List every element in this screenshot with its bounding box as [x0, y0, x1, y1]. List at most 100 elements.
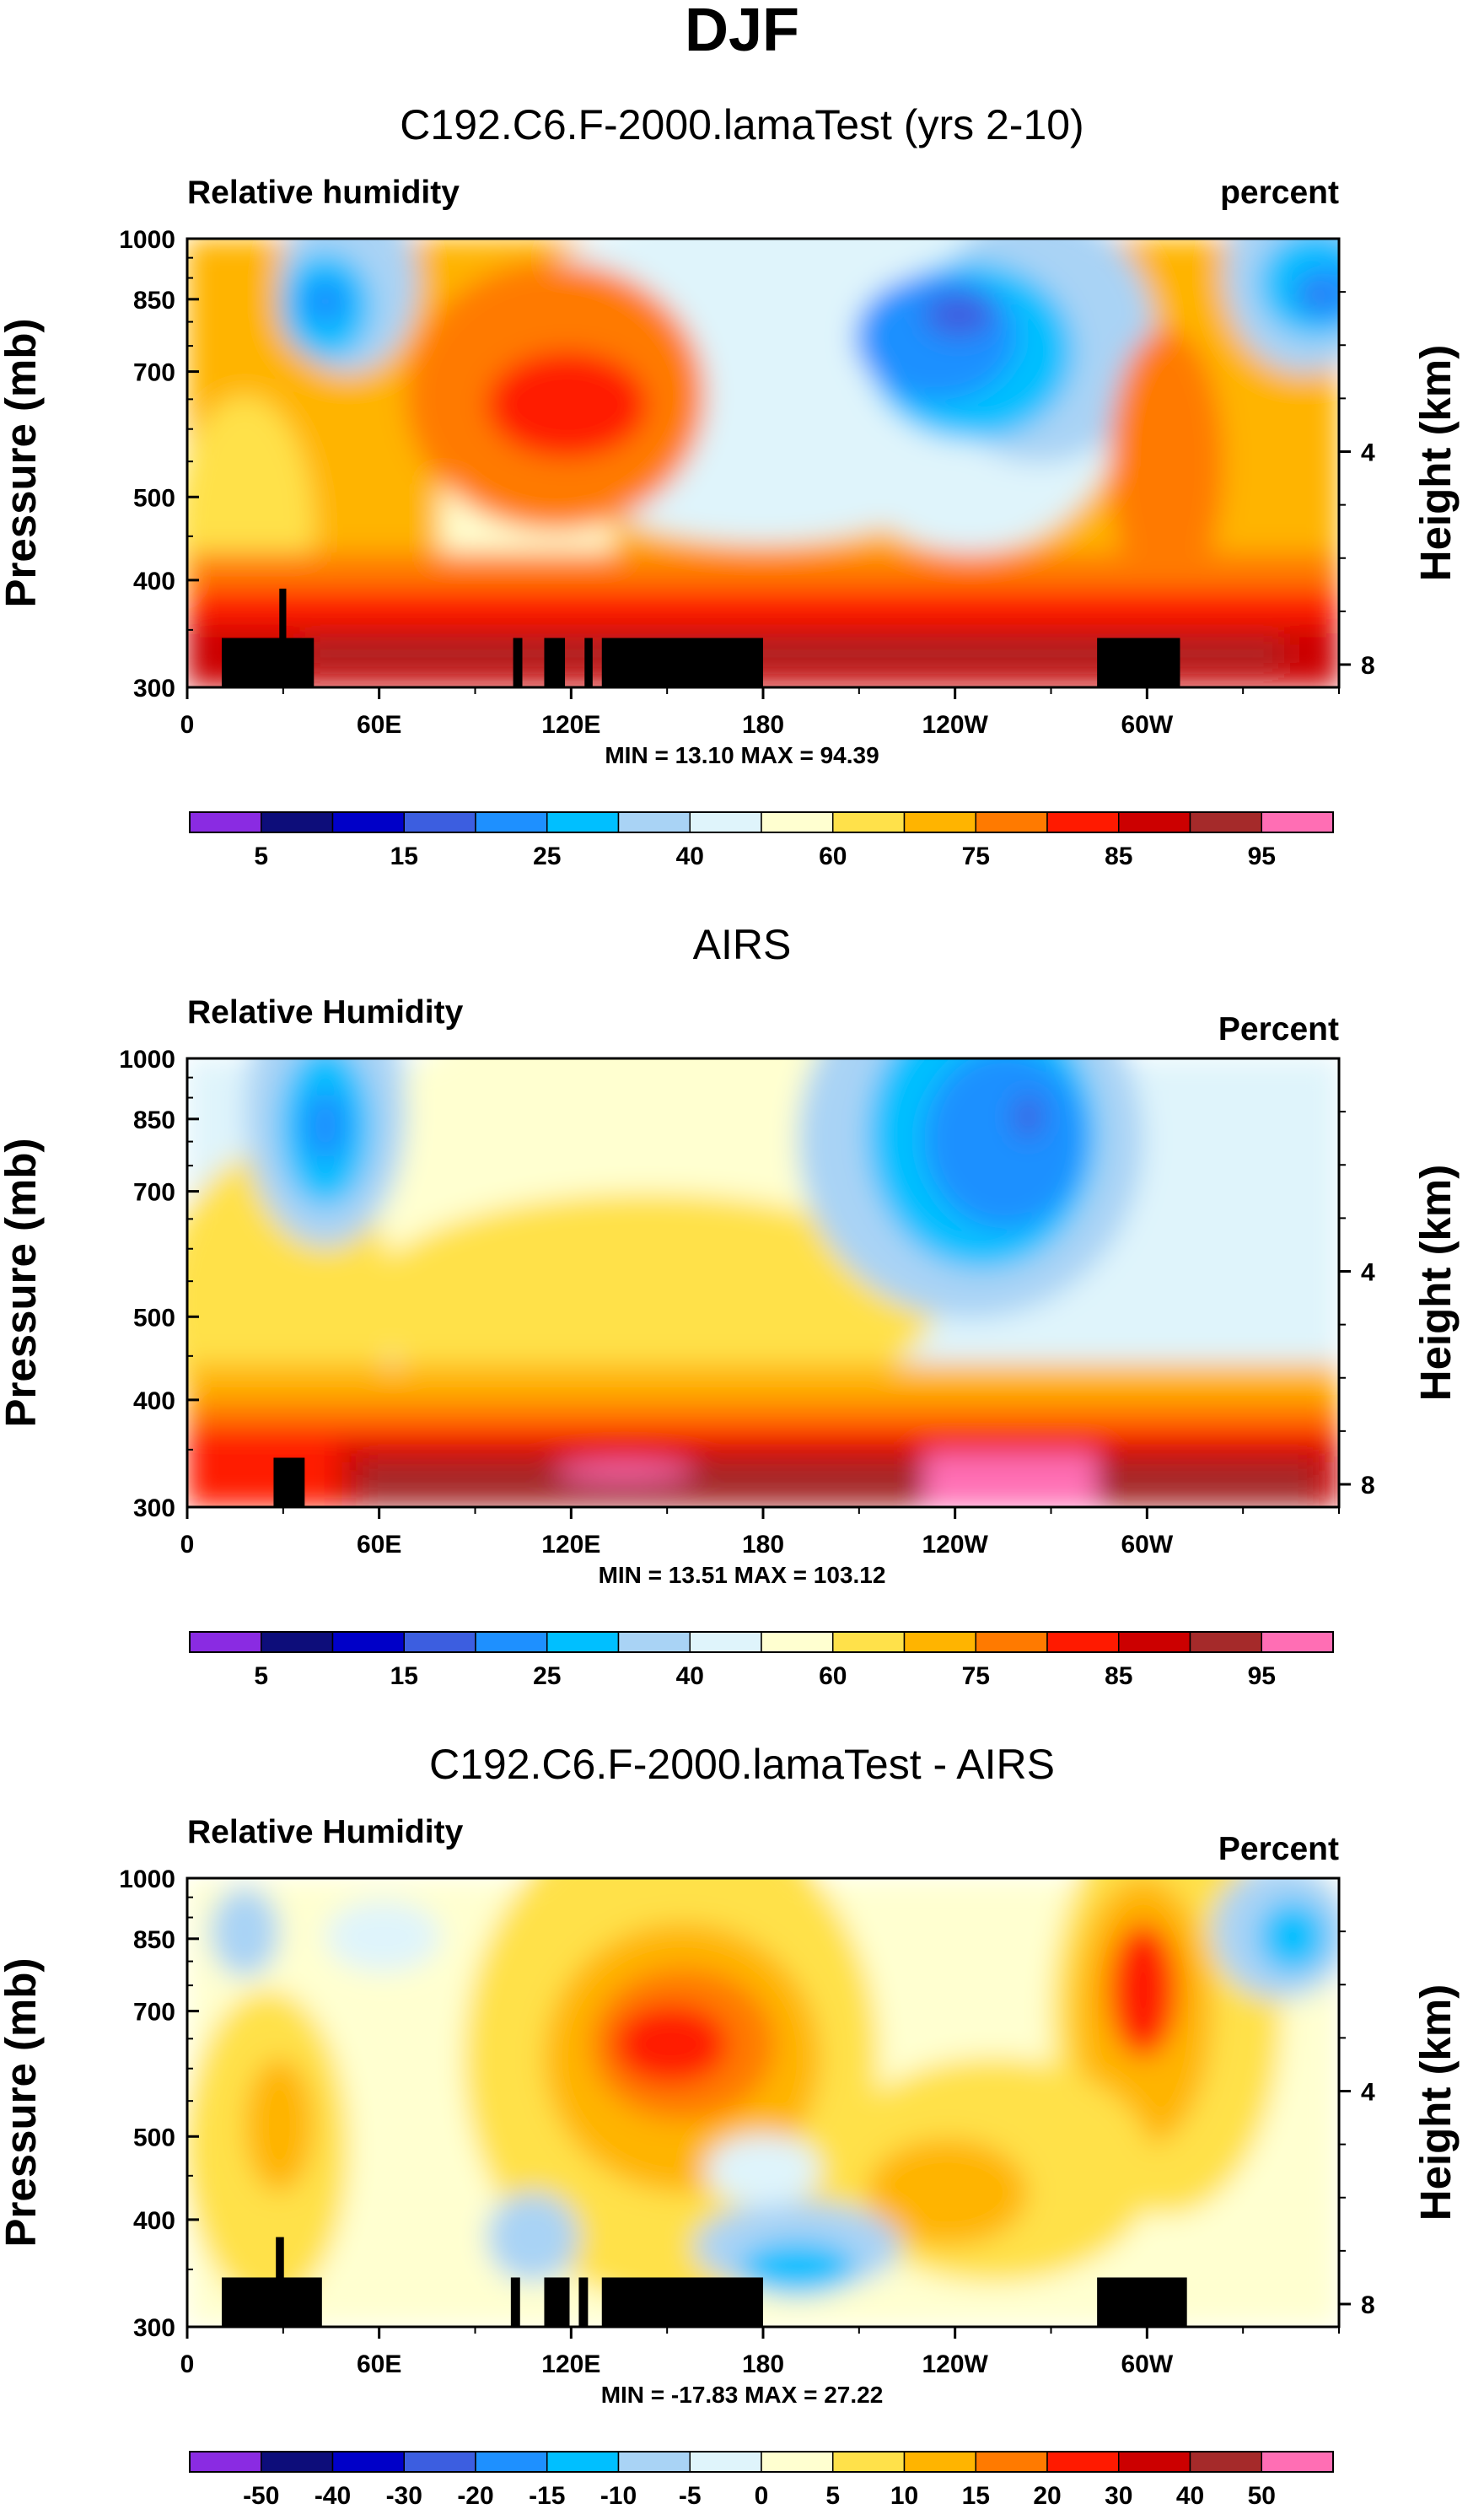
y-right-axis-label: Height (km) — [1411, 345, 1460, 582]
contour-region — [1014, 1094, 1042, 1139]
colorbar-box — [903, 1631, 976, 1653]
terrain-mask — [1097, 2277, 1187, 2327]
colorbar-label: 15 — [390, 1662, 418, 1690]
y-tick-label: 500 — [133, 1304, 175, 1332]
colorbar-box — [1118, 811, 1191, 833]
contour-region — [1108, 1923, 1178, 2058]
y-tick-label: 1000 — [119, 1866, 175, 1893]
colorbar-box — [832, 1631, 906, 1653]
panel-title: AIRS — [693, 921, 792, 968]
min-max-label: MIN = 13.10 MAX = 94.39 — [605, 742, 879, 768]
colorbar-box — [546, 1631, 620, 1653]
contour-region — [487, 2192, 579, 2282]
colorbar-box — [975, 2451, 1048, 2473]
colorbar-label: 15 — [390, 843, 418, 870]
contour-band — [359, 1462, 1316, 1507]
colorbar-box — [903, 2451, 976, 2473]
units-label: Percent — [1218, 1831, 1339, 1867]
y-right-tick-label: 4 — [1361, 439, 1375, 466]
colorbar-label: 25 — [533, 843, 561, 870]
colorbar-box — [261, 2451, 334, 2473]
terrain-mask — [601, 638, 763, 687]
x-tick-label: 120W — [922, 2350, 988, 2378]
colorbar-label: 85 — [1105, 1662, 1132, 1690]
colorbar-box — [1046, 2451, 1120, 2473]
terrain-mask — [544, 2277, 570, 2327]
colorbar-label: -40 — [315, 2482, 351, 2509]
contour-region — [1258, 1900, 1328, 1973]
colorbar-box — [261, 811, 334, 833]
colorbar-box — [403, 1631, 476, 1653]
colorbar-box — [761, 1631, 834, 1653]
colorbar-label: 85 — [1105, 843, 1132, 870]
y-tick-label: 400 — [133, 2207, 175, 2235]
y-tick-label: 1000 — [119, 1046, 175, 1074]
y-tick-label: 700 — [133, 1999, 175, 2027]
colorbar-label: 75 — [962, 1662, 990, 1690]
x-tick-label: 180 — [742, 2350, 784, 2378]
colorbar-label: 0 — [755, 2482, 769, 2509]
x-tick-label: 0 — [180, 2350, 195, 2378]
contour-region — [705, 2134, 821, 2206]
contour-region — [556, 1462, 695, 1481]
panel-title: C192.C6.F-2000.lamaTest - AIRS — [429, 1741, 1055, 1788]
colorbar-label: 5 — [254, 1662, 268, 1690]
contour-region — [210, 1887, 280, 1978]
x-tick-label: 60E — [357, 1531, 401, 1559]
field-layer — [187, 1878, 1339, 2327]
variable-label: Relative Humidity — [187, 994, 464, 1031]
colorbar-box — [475, 811, 548, 833]
colorbar-box — [1046, 1631, 1120, 1653]
colorbar-box — [1189, 2451, 1262, 2473]
contour-region — [245, 2057, 315, 2193]
colorbar-box — [903, 811, 976, 833]
colorbar-label: -5 — [679, 2482, 702, 2509]
terrain-layer — [221, 2237, 1187, 2327]
contour-region — [1302, 290, 1331, 304]
colorbar-box — [475, 2451, 548, 2473]
colorbar-box — [1261, 1631, 1334, 1653]
colorbar-label: -50 — [243, 2482, 279, 2509]
x-tick-label: 60W — [1121, 1531, 1173, 1559]
y-axis-label: Pressure (mb) — [0, 1139, 45, 1428]
terrain-mask — [513, 638, 523, 687]
colorbar-label: 60 — [819, 1662, 847, 1690]
contour-region — [302, 1090, 349, 1162]
contour-region — [924, 292, 994, 338]
colorbar-label: -20 — [457, 2482, 493, 2509]
terrain-mask — [584, 638, 593, 687]
terrain-mask — [276, 2237, 284, 2282]
colorbar-box — [617, 2451, 691, 2473]
y-tick-label: 1000 — [119, 226, 175, 254]
colorbar-box — [832, 2451, 906, 2473]
field-layer — [187, 239, 1339, 687]
panel-title: C192.C6.F-2000.lamaTest (yrs 2-10) — [400, 101, 1083, 148]
colorbar-label: 60 — [819, 843, 847, 870]
colorbar-box — [189, 2451, 262, 2473]
colorbar-label: 20 — [1033, 2482, 1061, 2509]
colorbar-box — [475, 1631, 548, 1653]
contour-region — [613, 2003, 729, 2085]
y-tick-label: 300 — [133, 675, 175, 703]
terrain-mask — [221, 2277, 322, 2327]
field-layer — [187, 1058, 1339, 1507]
x-tick-label: 0 — [180, 711, 195, 739]
colorbar-label: -15 — [529, 2482, 565, 2509]
units-label: percent — [1220, 175, 1339, 211]
colorbar-label: 50 — [1248, 2482, 1276, 2509]
colorbar-box — [761, 2451, 834, 2473]
contour-region — [325, 1900, 441, 1973]
colorbar-label: -10 — [600, 2482, 637, 2509]
y-axis-label: Pressure (mb) — [0, 319, 45, 608]
y-right-tick-label: 8 — [1361, 2291, 1375, 2319]
colorbar-label: -30 — [386, 2482, 422, 2509]
colorbar-frame — [189, 1631, 1334, 1653]
colorbar-box — [261, 1631, 334, 1653]
contour-field — [187, 1058, 1339, 1507]
y-tick-label: 300 — [133, 2314, 175, 2342]
colorbar-box — [1261, 811, 1334, 833]
colorbar-box — [975, 1631, 1048, 1653]
terrain-layer — [221, 588, 1180, 687]
colorbar-frame — [189, 811, 1334, 833]
